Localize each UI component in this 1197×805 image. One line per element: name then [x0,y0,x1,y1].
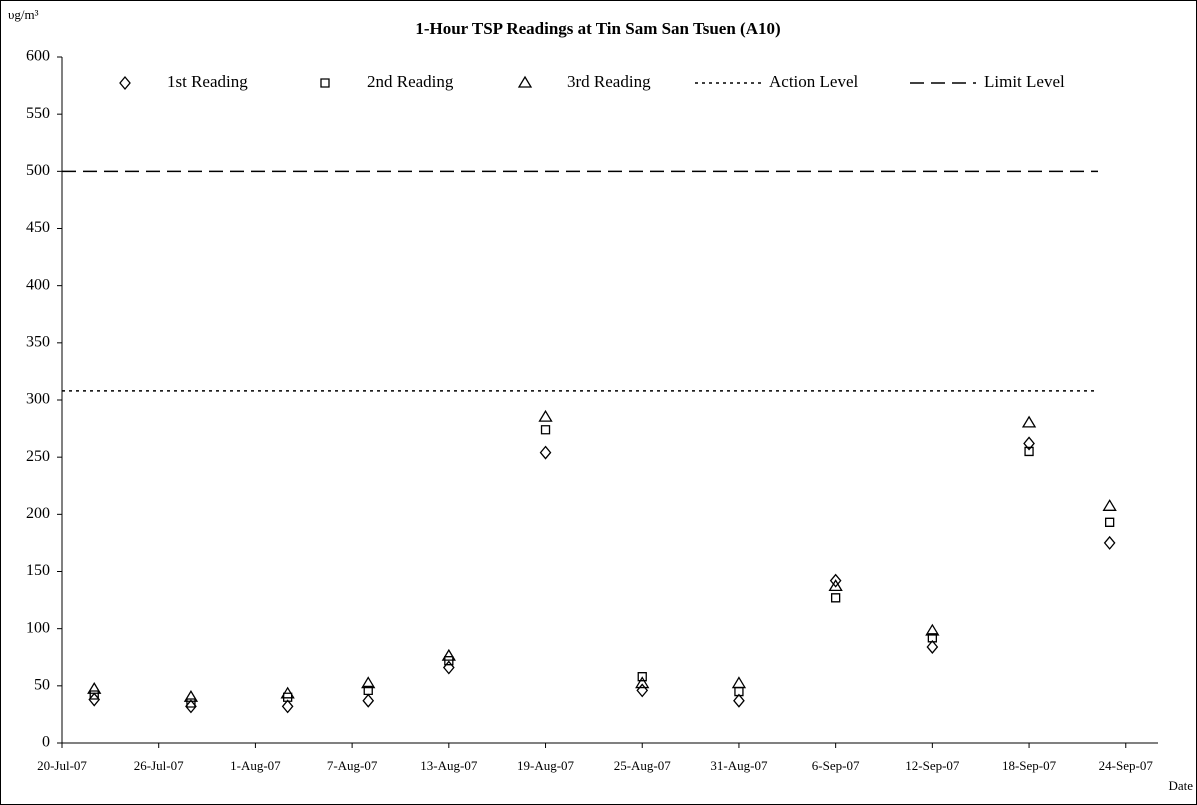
x-tick-label: 24-Sep-07 [1099,758,1154,773]
y-tick-label: 200 [26,505,50,522]
x-tick-label: 18-Sep-07 [1002,758,1057,773]
data-point [926,639,939,654]
x-tick-label: 26-Jul-07 [134,758,184,773]
data-point [441,648,456,661]
y-axis-label: υg/m³ [8,7,39,22]
data-point [363,685,373,696]
y-tick-label: 350 [26,334,50,351]
x-tick-label: 13-Aug-07 [420,758,478,773]
data-point [281,699,294,714]
x-tick-label: 19-Aug-07 [517,758,575,773]
y-tick-label: 400 [26,276,50,293]
legend-marker [320,78,330,88]
data-point [186,698,196,708]
data-point [1102,499,1117,511]
data-point [733,693,745,708]
data-point [539,445,552,460]
legend-label: 1st Reading [167,72,248,91]
data-point [442,660,455,675]
data-point [731,676,747,689]
x-tick-label: 12-Sep-07 [905,758,960,773]
data-point [362,693,375,708]
y-tick-label: 450 [26,219,50,236]
y-tick-label: 150 [26,562,50,579]
data-point [1023,436,1035,451]
y-tick-label: 600 [26,48,50,65]
x-tick-label: 31-Aug-07 [710,758,768,773]
x-tick-label: 25-Aug-07 [614,758,672,773]
data-point [925,623,940,636]
data-point [927,633,938,643]
chart-title: 1-Hour TSP Readings at Tin Sam San Tsuen… [415,19,780,38]
data-point [830,593,841,603]
data-point [1024,446,1034,457]
y-tick-label: 300 [26,391,50,408]
data-point [636,683,649,698]
x-tick-label: 1-Aug-07 [230,758,281,773]
data-point [282,692,293,702]
y-tick-label: 50 [34,677,50,694]
data-point [635,676,650,689]
data-point [1105,517,1115,527]
legend-label: Limit Level [984,72,1065,91]
x-tick-label: 6-Sep-07 [812,758,860,773]
y-tick-label: 0 [42,734,50,751]
data-point [637,672,647,682]
x-tick-label: 20-Jul-07 [37,758,87,773]
data-point [89,690,99,700]
data-point [185,699,197,714]
data-point [87,681,102,694]
data-point [444,656,454,666]
data-point [280,686,295,699]
data-point [540,425,551,435]
legend-label: 3rd Reading [567,72,651,91]
x-tick-label: 7-Aug-07 [327,758,378,773]
data-point [538,409,553,422]
data-point [88,692,101,707]
data-point [1021,415,1037,428]
data-point [361,676,376,689]
data-point [828,579,843,592]
legend-marker [119,75,131,91]
y-tick-label: 500 [26,162,50,179]
y-tick-label: 550 [26,105,50,122]
legend-marker [517,75,533,88]
data-point [1103,535,1116,550]
legend-label: 2nd Reading [367,72,454,91]
y-tick-label: 100 [26,619,50,636]
x-axis-label: Date [1168,778,1193,793]
data-point [183,690,199,702]
legend-label: Action Level [769,72,858,91]
y-tick-label: 250 [26,448,50,465]
data-point [829,573,842,588]
